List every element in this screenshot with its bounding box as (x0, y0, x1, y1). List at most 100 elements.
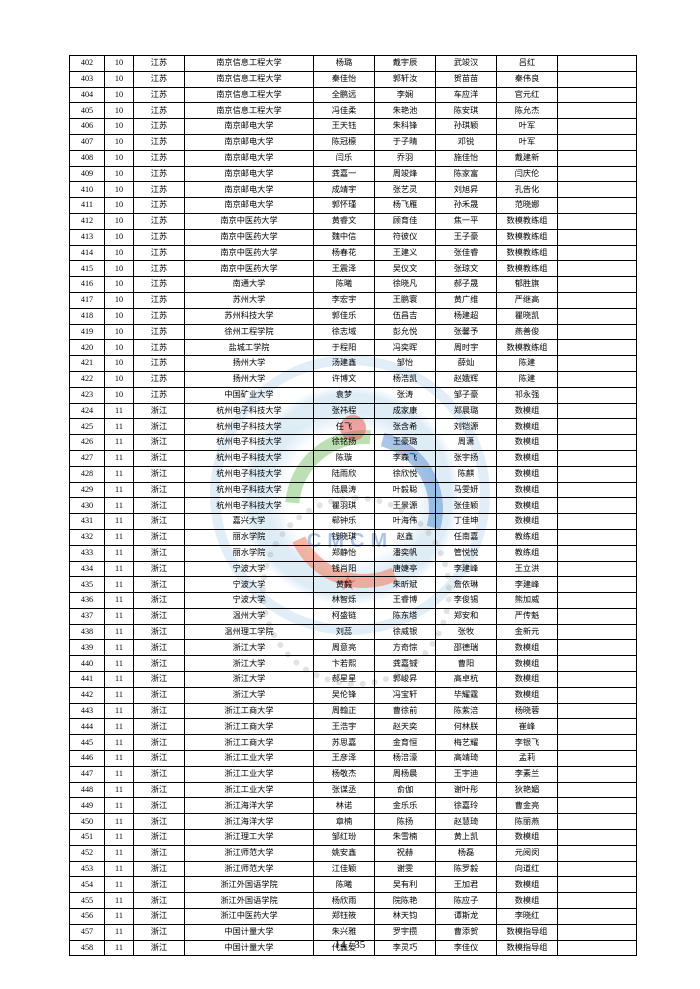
table-cell: 10 (105, 261, 134, 277)
table-cell: 11 (105, 830, 134, 846)
table-cell: 陈罗毅 (436, 861, 497, 877)
table-cell: 陆雨欣 (314, 466, 375, 482)
table-cell: 中国计量大学 (185, 924, 314, 940)
table-cell: 434 (70, 561, 105, 577)
table-cell: 黄睿文 (314, 213, 375, 229)
table-cell: 曹阳 (436, 656, 497, 672)
table-cell: 温州理工学院 (185, 624, 314, 640)
table-cell: 燕善俊 (497, 324, 558, 340)
table-row: 45311浙江浙江师范大学江佳颖谢雯陈罗毅向道红 (70, 861, 637, 877)
table-cell: 何林朕 (436, 719, 497, 735)
table-cell (558, 324, 637, 340)
table-cell (558, 419, 637, 435)
table-cell: 郑钰筱 (314, 909, 375, 925)
table-cell: 江苏 (134, 103, 185, 119)
table-row: 44111浙江浙江大学郝星星郭峻昇高卓杭数模组 (70, 672, 637, 688)
table-row: 40910江苏南京邮电大学龚嘉一周竣烽陈家富闫庆伦 (70, 166, 637, 182)
table-cell: 浙江 (134, 909, 185, 925)
table-row: 42411浙江杭州电子科技大学张祎程成家康郑晨璐数模组 (70, 403, 637, 419)
table-cell: 404 (70, 87, 105, 103)
table-cell: 李俊锡 (436, 593, 497, 609)
table-cell: 数模组 (497, 482, 558, 498)
table-cell: 10 (105, 87, 134, 103)
table-cell: 周时宇 (436, 340, 497, 356)
table-cell: 449 (70, 798, 105, 814)
table-row: 42911浙江杭州电子科技大学陆晨涛叶毅聪马雯妍数模组 (70, 482, 637, 498)
table-cell: 邓锐 (436, 134, 497, 150)
table-cell: 南京信息工程大学 (185, 56, 314, 72)
table-cell: 张馨予 (436, 324, 497, 340)
table-cell: 祁永强 (497, 387, 558, 403)
table-row: 45511浙江浙江外国语学院杨欣雨院陈艳陈应子数模组 (70, 893, 637, 909)
table-cell: 数模教练组 (497, 340, 558, 356)
table-cell: 410 (70, 182, 105, 198)
table-cell (558, 656, 637, 672)
table-cell (558, 71, 637, 87)
table-cell: 嘉兴大学 (185, 514, 314, 530)
table-cell: 周翰正 (314, 703, 375, 719)
table-cell: 周意亮 (314, 640, 375, 656)
table-cell: 数模组 (497, 877, 558, 893)
table-cell: 406 (70, 119, 105, 135)
table-cell: 江苏 (134, 213, 185, 229)
table-cell: 罗宇攒 (375, 924, 436, 940)
table-cell: 郭佳乐 (314, 308, 375, 324)
table-cell: 成靖宇 (314, 182, 375, 198)
table-cell: 414 (70, 245, 105, 261)
table-cell: 11 (105, 814, 134, 830)
table-cell: 管悦悦 (436, 545, 497, 561)
table-cell: 杨飞雁 (375, 198, 436, 214)
table-cell: 11 (105, 435, 134, 451)
table-cell: 浙江师范大学 (185, 861, 314, 877)
table-cell: 高卓杭 (436, 672, 497, 688)
table-cell: 11 (105, 466, 134, 482)
table-cell: 闫乐 (314, 150, 375, 166)
table-cell: 江苏 (134, 87, 185, 103)
table-cell: 南京信息工程大学 (185, 71, 314, 87)
table-cell: 李晓红 (497, 909, 558, 925)
table-cell: 朱雪楠 (375, 830, 436, 846)
table-cell: 浙江 (134, 877, 185, 893)
table-cell (558, 608, 637, 624)
table-row: 43211浙江丽水学院钱晓琪赵鑫任南嘉教练组 (70, 529, 637, 545)
table-cell: 周潇 (436, 435, 497, 451)
table-cell: 陈璇 (314, 450, 375, 466)
table-cell (558, 340, 637, 356)
table-cell: 王浩宇 (314, 719, 375, 735)
table-cell: 陈曦 (314, 277, 375, 293)
table-cell: 11 (105, 482, 134, 498)
table-cell: 数模教练组 (497, 245, 558, 261)
table-cell: 金新元 (497, 624, 558, 640)
table-cell: 436 (70, 593, 105, 609)
table-cell: 徐威银 (375, 624, 436, 640)
table-row: 40210江苏南京信息工程大学杨璐戴宇辰武竣汉吕红 (70, 56, 637, 72)
table-cell: 谢雯 (375, 861, 436, 877)
table-row: 41110江苏南京邮电大学郭怀瑾杨飞雁孙禾晟范晓娜 (70, 198, 637, 214)
table-cell: 426 (70, 435, 105, 451)
table-cell: 张宇扬 (436, 450, 497, 466)
data-table: 40210江苏南京信息工程大学杨璐戴宇辰武竣汉吕红40310江苏南京信息工程大学… (69, 55, 637, 956)
table-cell: 邹红玢 (314, 830, 375, 846)
table-row: 40610江苏南京邮电大学王天钰朱科锋孙琪颖叶军 (70, 119, 637, 135)
table-cell: 苏州大学 (185, 292, 314, 308)
table-row: 43411浙江宁波大学钱肖阳唐婕亭李建峰王立洪 (70, 561, 637, 577)
table-cell: 唐婕亭 (375, 561, 436, 577)
table-cell: 陈建 (497, 371, 558, 387)
table-row: 42811浙江杭州电子科技大学陆雨欣徐欣悦陈麒数模组 (70, 466, 637, 482)
table-cell: 冯奕晖 (375, 340, 436, 356)
table-cell: 数模组 (497, 466, 558, 482)
table-cell: 数模组 (497, 672, 558, 688)
table-cell: 数模组 (497, 419, 558, 435)
table-cell: 杨春花 (314, 245, 375, 261)
table-row: 43011浙江杭州电子科技大学瞿羽琪王景源张佳颖数模组 (70, 498, 637, 514)
table-cell: 成家康 (375, 403, 436, 419)
table-cell: 11 (105, 450, 134, 466)
table-cell: 11 (105, 624, 134, 640)
table-cell: 杨璐 (314, 56, 375, 72)
table-cell: 浙江 (134, 703, 185, 719)
table-cell: 刘旭昇 (436, 182, 497, 198)
table-row: 45111浙江浙江理工大学邹红玢朱雪楠黄上凯数模组 (70, 830, 637, 846)
table-cell: 433 (70, 545, 105, 561)
table-row: 44511浙江浙江工商大学苏思嘉金育恒梅艺耀李银飞 (70, 735, 637, 751)
table-cell: 江苏 (134, 198, 185, 214)
